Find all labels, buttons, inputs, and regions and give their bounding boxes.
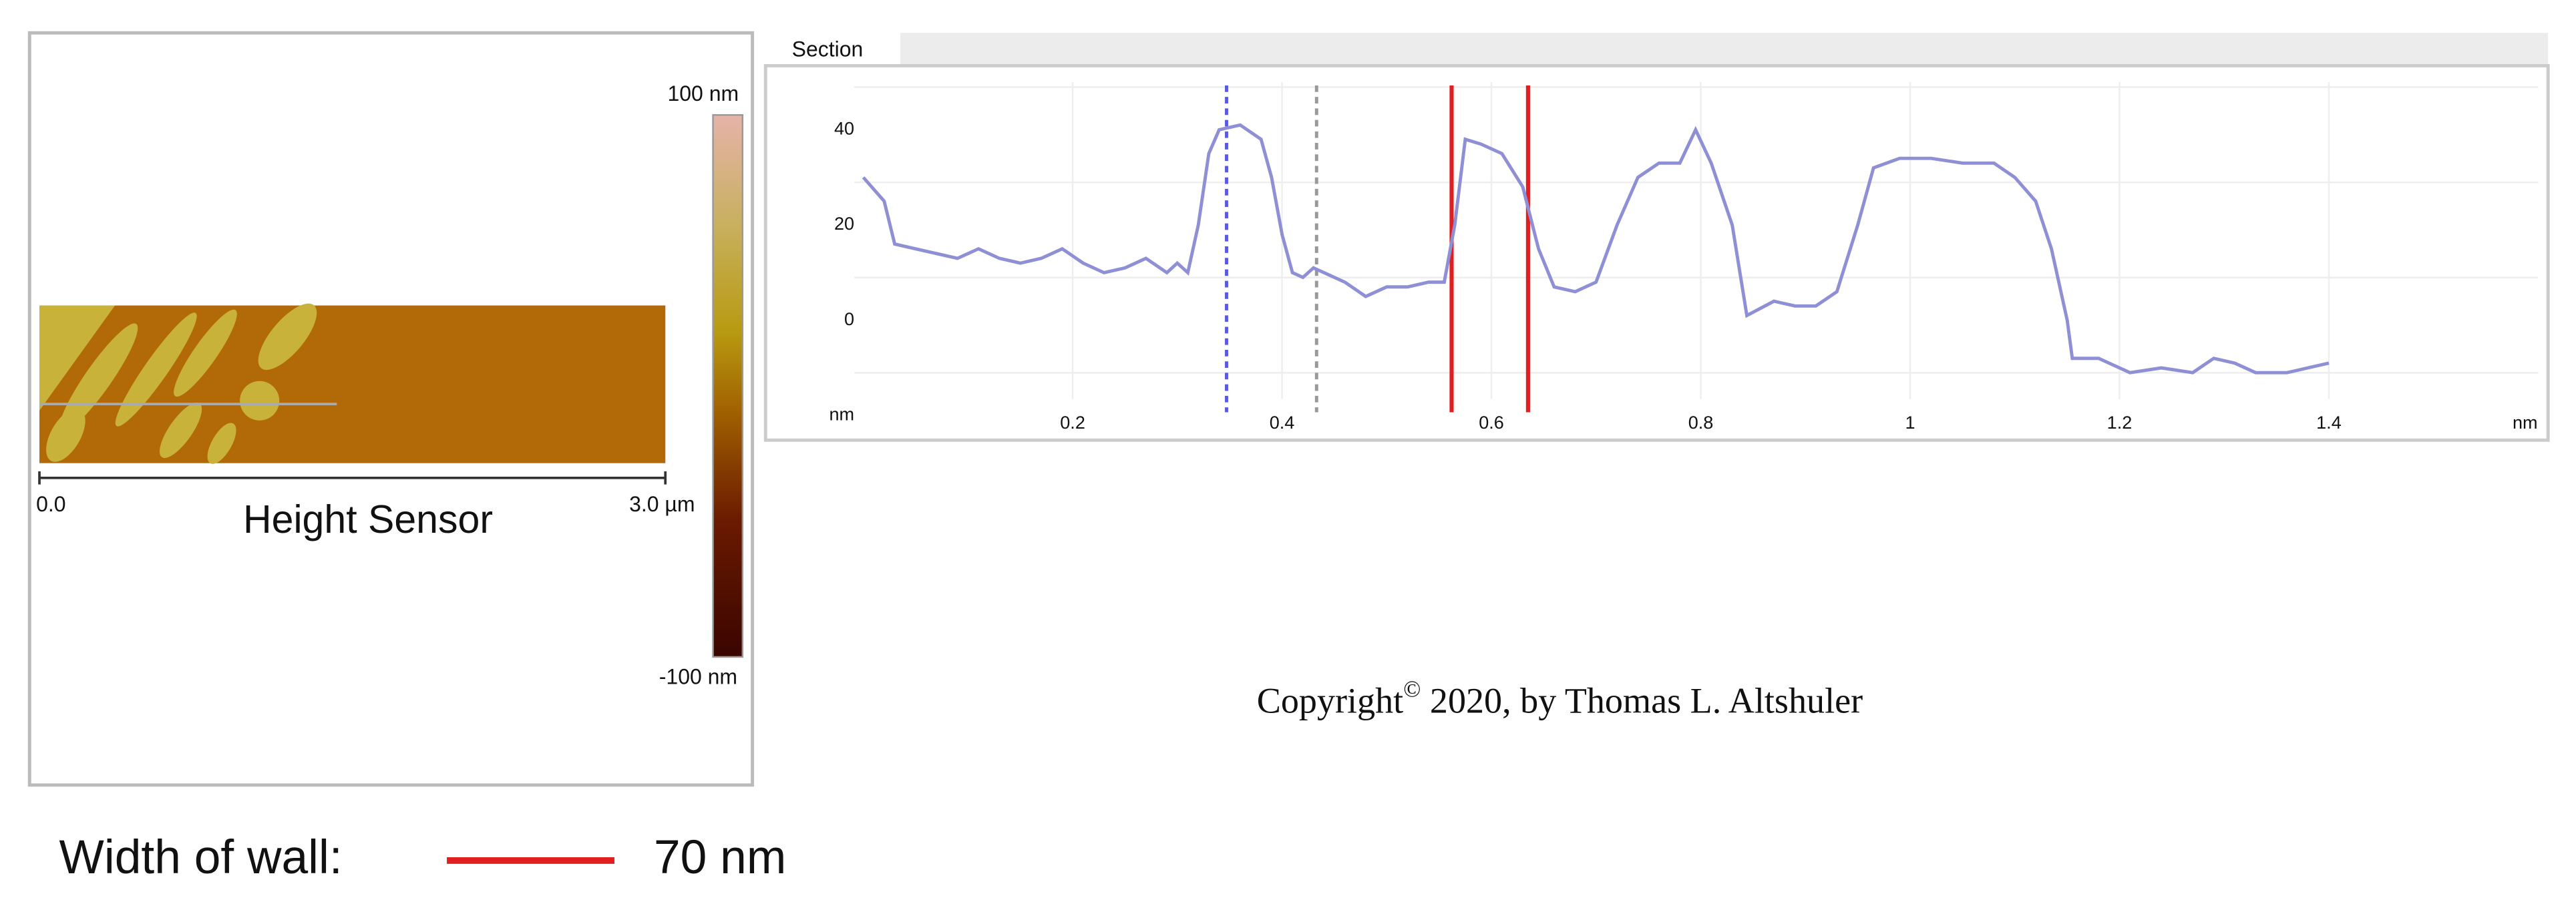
legend-label: Width of wall: <box>59 831 343 884</box>
x-end: 3.0 µm <box>629 492 695 516</box>
legend-value: 70 nm <box>654 831 786 884</box>
profile-line <box>862 123 2330 375</box>
tab-label: Section <box>792 37 864 61</box>
x-start: 0.0 <box>36 492 65 516</box>
copyright: Copyright© 2020, by Thomas L. Altshuler <box>1257 677 1863 721</box>
x-tick-label: 0.6 <box>1479 413 1504 433</box>
section-panel <box>763 63 2550 442</box>
x-tick-label: 1.2 <box>2107 413 2133 433</box>
section-tab[interactable] <box>778 33 900 66</box>
scale-line <box>38 471 667 485</box>
x-tick-label: 0.4 <box>1270 413 1295 433</box>
tab-bar <box>900 33 2549 66</box>
x-axis-label: nm <box>2513 413 2538 433</box>
y-tick-label: 20 <box>834 214 854 234</box>
section-plot: nm 0 20 40 0.2 0.4 0.6 0.8 1 1.2 1.4 nm <box>830 82 2539 433</box>
x-tick-label: 1 <box>1905 413 1915 433</box>
x-tick-label: 0.8 <box>1688 413 1714 433</box>
color-bar <box>712 113 744 658</box>
x-tick-label: 1.4 <box>2316 413 2342 433</box>
scale-max: 100 nm <box>667 81 739 105</box>
y-tick-label: 0 <box>844 309 854 329</box>
y-tick-label: 40 <box>834 118 854 138</box>
scale-min: -100 nm <box>659 664 737 688</box>
y-tick-label: nm <box>830 405 855 425</box>
x-tick-label: 0.2 <box>1060 413 1085 433</box>
image-label: Height Sensor <box>243 497 493 541</box>
